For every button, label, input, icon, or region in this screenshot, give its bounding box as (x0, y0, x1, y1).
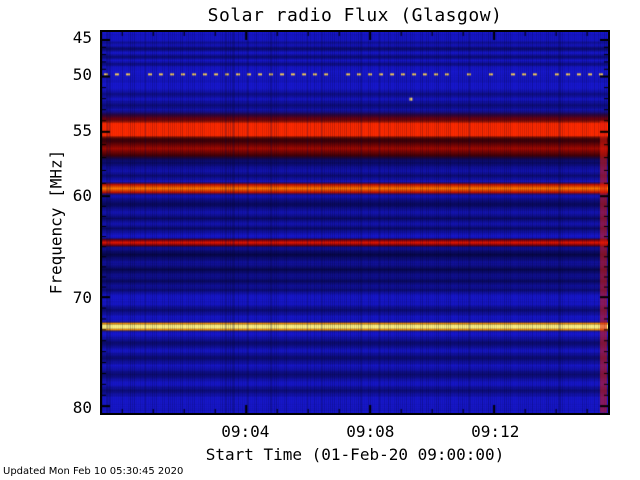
y-tick-label: 50 (72, 65, 92, 85)
y-tick-label: 70 (72, 287, 92, 307)
updated-timestamp: Updated Mon Feb 10 05:30:45 2020 (3, 466, 184, 477)
spectrogram-plot-area (100, 30, 610, 415)
y-tick-label: 80 (72, 398, 92, 418)
y-axis-title: Frequency [MHz] (46, 149, 66, 295)
chart-title: Solar radio Flux (Glasgow) (207, 5, 503, 26)
x-axis-title: Start Time (01-Feb-20 09:00:00) (205, 445, 505, 464)
y-tick-label: 55 (72, 120, 92, 140)
spectrogram-canvas (102, 32, 608, 413)
y-tick-label: 60 (72, 185, 92, 205)
x-tick-label: 09:08 (346, 422, 395, 441)
x-tick-label: 09:04 (221, 422, 270, 441)
y-tick-label: 45 (72, 28, 92, 48)
x-tick-label: 09:12 (471, 422, 520, 441)
